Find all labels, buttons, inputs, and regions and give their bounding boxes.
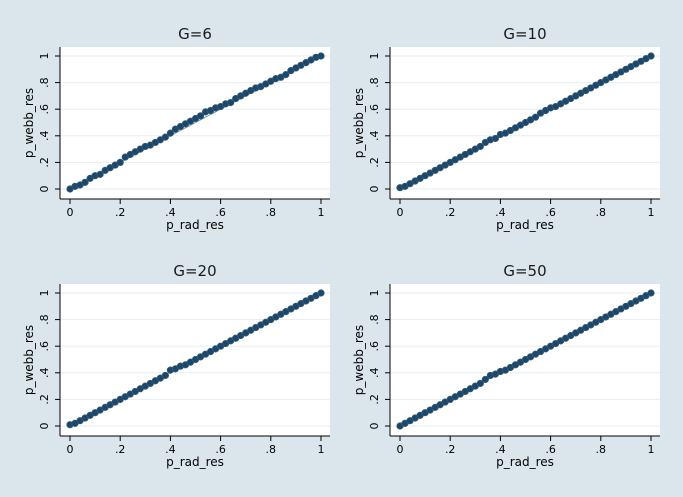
y-tick-label: .2 [38, 157, 51, 168]
panel-title: G=20 [173, 262, 216, 280]
data-point [476, 379, 484, 388]
x-tick-label: .6 [545, 206, 556, 219]
y-tick-label: .8 [38, 314, 51, 325]
y-tick-label: 0 [368, 186, 381, 193]
y-tick-label: 1 [38, 53, 51, 60]
x-tick-label: .8 [266, 443, 277, 456]
x-axis-label: p_rad_res [496, 218, 554, 232]
data-point [317, 52, 325, 60]
x-tick-label: .2 [115, 206, 126, 219]
y-tick-label: .6 [38, 341, 51, 352]
data-point [491, 134, 499, 143]
data-point [647, 52, 655, 60]
y-axis-label: p_webb_res [352, 325, 366, 395]
x-tick-label: .4 [165, 206, 176, 219]
x-tick-label: .6 [215, 206, 226, 219]
x-tick-label: 1 [648, 206, 655, 219]
data-point [282, 71, 290, 79]
y-tick-label: 0 [38, 423, 51, 430]
y-tick-label: .2 [368, 157, 381, 168]
y-tick-label: .8 [368, 314, 381, 325]
panel-4: 0 .2 .4 .6 .8 1 0 .2 .4 .6 .8 1 G=50 p_rad_res p_webb_… [352, 262, 660, 469]
panel-3: 0 .2 .4 .6 .8 1 0 .2 .4 .6 .8 1 G=20 p_rad_res p_webb_… [22, 262, 330, 469]
x-tick-label: .2 [115, 443, 126, 456]
y-tick-label: .8 [38, 77, 51, 88]
x-axis-label: p_rad_res [166, 218, 224, 232]
y-tick-label: .8 [368, 77, 381, 88]
y-axis-label: p_webb_res [22, 88, 36, 158]
data-point [166, 129, 174, 137]
y-tick-label: 0 [368, 423, 381, 430]
x-tick-label: 0 [397, 206, 404, 219]
data-point [161, 133, 169, 141]
y-axis-label: p_webb_res [352, 88, 366, 158]
panel-title: G=10 [503, 25, 546, 43]
data-point [196, 112, 205, 120]
x-tick-label: 0 [67, 206, 74, 219]
data-point [81, 178, 89, 186]
data-point [116, 158, 124, 166]
panel-title: G=50 [503, 262, 546, 280]
y-tick-label: 1 [38, 290, 51, 297]
x-tick-label: 0 [397, 443, 404, 456]
x-tick-label: 1 [648, 443, 655, 456]
y-tick-label: 1 [368, 290, 381, 297]
x-tick-label: .2 [445, 206, 456, 219]
x-tick-label: .2 [445, 443, 456, 456]
x-axis-label: p_rad_res [496, 455, 554, 469]
data-point [481, 375, 489, 384]
x-tick-label: .8 [596, 206, 607, 219]
data-point [96, 170, 104, 178]
y-tick-label: .4 [368, 368, 381, 379]
x-tick-label: 1 [318, 443, 325, 456]
y-tick-label: 0 [38, 186, 51, 193]
x-tick-label: .4 [165, 443, 176, 456]
data-point [161, 371, 169, 380]
panel-title: G=6 [178, 25, 212, 43]
data-point [317, 289, 325, 297]
x-axis-label: p_rad_res [166, 455, 224, 469]
y-tick-label: .6 [368, 104, 381, 115]
data-point [227, 98, 235, 107]
y-axis-label: p_webb_res [22, 325, 36, 395]
x-tick-label: .6 [545, 443, 556, 456]
y-tick-label: .4 [38, 131, 51, 142]
data-point [647, 289, 655, 297]
x-tick-label: .4 [495, 206, 506, 219]
y-tick-label: .2 [368, 394, 381, 405]
panel-1: 0 .2 .4 .6 .8 1 0 .2 .4 .6 .8 1 G=6 p_rad_res p_webb_r… [22, 25, 330, 232]
y-tick-label: .4 [368, 131, 381, 142]
y-tick-label: 1 [368, 53, 381, 60]
x-tick-label: .4 [495, 443, 506, 456]
x-tick-label: 0 [67, 443, 74, 456]
x-tick-label: .8 [596, 443, 607, 456]
x-tick-label: .8 [266, 206, 277, 219]
data-point [531, 113, 540, 121]
y-tick-label: .6 [38, 104, 51, 115]
y-tick-label: .6 [368, 341, 381, 352]
y-tick-label: .2 [38, 394, 51, 405]
x-tick-label: 1 [318, 206, 325, 219]
data-point [476, 142, 484, 151]
y-tick-label: .4 [38, 368, 51, 379]
panel-2: 0 .2 .4 .6 .8 1 0 .2 .4 .6 .8 1 G=10 p_rad_res p_webb_… [352, 25, 660, 232]
x-tick-label: .6 [215, 443, 226, 456]
